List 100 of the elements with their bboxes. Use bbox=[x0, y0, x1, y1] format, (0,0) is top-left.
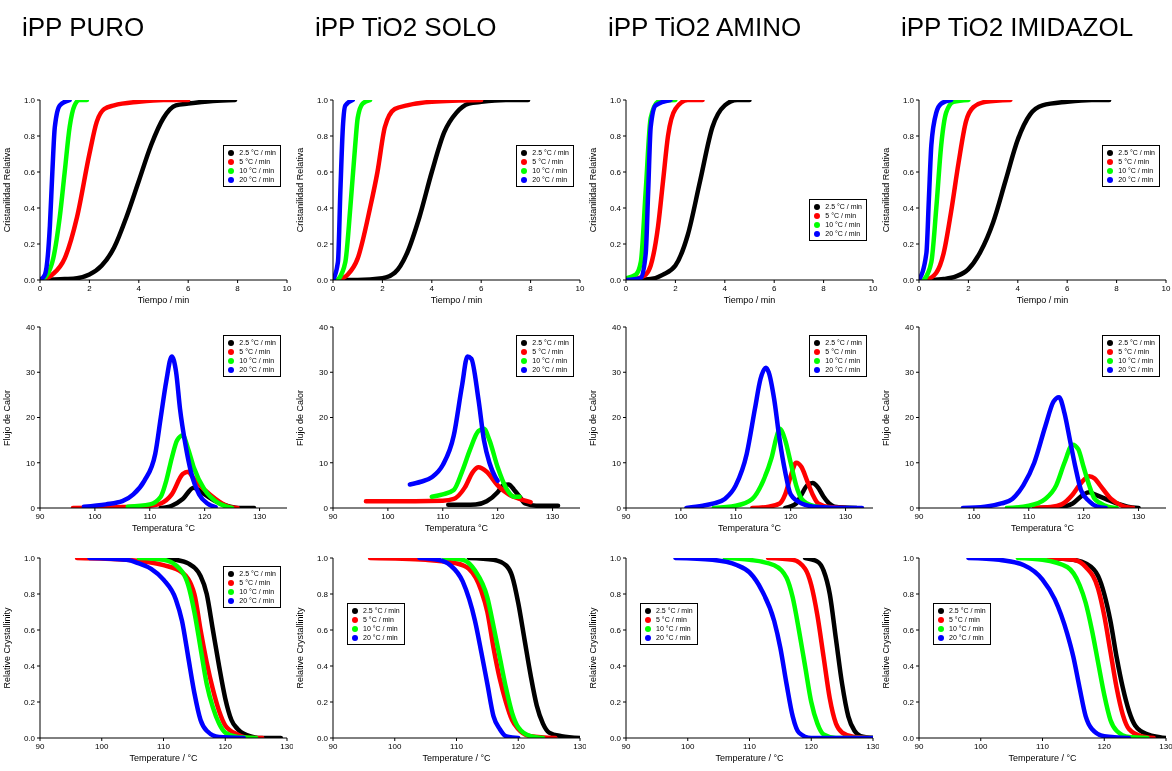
x-tick-label: 120 bbox=[218, 741, 233, 751]
x-tick-label: 8 bbox=[528, 283, 534, 293]
y-tick-label: 0.2 bbox=[316, 697, 329, 707]
x-axis-title: Tiempo / min bbox=[1016, 295, 1069, 305]
x-tick-label: 120 bbox=[1076, 511, 1091, 521]
chart-title: iPP TiO2 IMIDAZOL bbox=[901, 12, 1134, 43]
line-series bbox=[684, 365, 865, 508]
y-tick-label: 0.2 bbox=[23, 239, 36, 249]
y-tick-label: 0.6 bbox=[902, 167, 915, 177]
y-tick-label: 20 bbox=[26, 413, 36, 423]
y-tick-label: 0.0 bbox=[902, 733, 915, 743]
y-tick-label: 1.0 bbox=[316, 553, 329, 563]
y-tick-label: 1.0 bbox=[609, 553, 622, 563]
y-axis-title: Cristanilidad Relativa bbox=[588, 147, 598, 233]
x-tick-label: 8 bbox=[235, 283, 241, 293]
y-tick-label: 40 bbox=[905, 322, 915, 332]
x-axis-title: Temperatura °C bbox=[131, 523, 196, 533]
y-tick-label: 1.0 bbox=[23, 553, 36, 563]
y-tick-label: 0 bbox=[30, 503, 36, 513]
x-tick-label: 0 bbox=[37, 283, 43, 293]
x-tick-label: 130 bbox=[1131, 511, 1146, 521]
x-axis-title: Temperature / °C bbox=[1008, 753, 1077, 763]
y-tick-label: 0.6 bbox=[609, 167, 622, 177]
y-tick-label: 0.8 bbox=[316, 589, 329, 599]
x-tick-label: 110 bbox=[450, 741, 464, 751]
x-tick-label: 100 bbox=[967, 511, 982, 521]
x-tick-label: 10 bbox=[575, 283, 585, 293]
x-tick-label: 130 bbox=[866, 741, 881, 751]
line-series bbox=[441, 558, 546, 738]
x-tick-label: 6 bbox=[1064, 283, 1070, 293]
x-tick-label: 90 bbox=[621, 511, 631, 521]
x-tick-label: 110 bbox=[1022, 511, 1036, 521]
y-tick-label: 0.4 bbox=[316, 661, 329, 671]
y-tick-label: 0.2 bbox=[609, 239, 622, 249]
x-tick-label: 110 bbox=[1036, 741, 1050, 751]
line-series bbox=[81, 354, 218, 508]
line-series bbox=[407, 354, 500, 487]
x-tick-label: 130 bbox=[545, 511, 560, 521]
x-tick-label: 120 bbox=[804, 741, 819, 751]
x-tick-label: 6 bbox=[771, 283, 777, 293]
x-tick-label: 110 bbox=[143, 511, 157, 521]
y-tick-label: 0.0 bbox=[609, 733, 622, 743]
y-tick-label: 0.8 bbox=[902, 589, 915, 599]
x-tick-label: 4 bbox=[429, 283, 435, 293]
x-tick-label: 100 bbox=[388, 741, 402, 751]
x-tick-label: 90 bbox=[621, 741, 631, 751]
y-axis-title: Flujo de Calor bbox=[588, 389, 598, 446]
x-tick-label: 90 bbox=[914, 511, 924, 521]
y-tick-label: 0.6 bbox=[316, 625, 329, 635]
y-tick-label: 0.8 bbox=[609, 131, 622, 141]
y-tick-label: 0.8 bbox=[23, 589, 36, 599]
y-tick-label: 10 bbox=[26, 458, 36, 468]
y-axis-title: Relative Crystallinity bbox=[295, 607, 305, 689]
x-axis-title: Temperature / °C bbox=[715, 753, 784, 763]
x-tick-label: 100 bbox=[381, 511, 396, 521]
line-series bbox=[966, 558, 1132, 738]
line-series bbox=[429, 426, 522, 499]
y-axis-title: Relative Crystallinity bbox=[588, 607, 598, 689]
y-tick-label: 0 bbox=[909, 503, 915, 513]
y-axis-title: Flujo de Calor bbox=[295, 389, 305, 446]
y-tick-label: 0.0 bbox=[316, 275, 329, 285]
x-tick-label: 6 bbox=[185, 283, 191, 293]
x-axis-title: Temperatura °C bbox=[424, 523, 489, 533]
y-axis-title: Cristanilidad Relativa bbox=[881, 147, 891, 233]
y-tick-label: 40 bbox=[26, 322, 36, 332]
line-series bbox=[136, 558, 259, 738]
line-series bbox=[673, 558, 873, 738]
x-tick-label: 110 bbox=[157, 741, 171, 751]
y-tick-label: 0.4 bbox=[23, 203, 36, 213]
y-tick-label: 1.0 bbox=[609, 95, 622, 105]
y-tick-label: 0.6 bbox=[23, 167, 36, 177]
line-series bbox=[1032, 474, 1136, 508]
y-tick-label: 0.8 bbox=[316, 131, 329, 141]
x-axis-title: Temperatura °C bbox=[717, 523, 782, 533]
x-tick-label: 6 bbox=[478, 283, 484, 293]
y-tick-label: 0.2 bbox=[902, 697, 915, 707]
y-tick-label: 10 bbox=[319, 458, 329, 468]
x-tick-label: 120 bbox=[783, 511, 798, 521]
x-tick-label: 10 bbox=[282, 283, 292, 293]
y-tick-label: 1.0 bbox=[902, 95, 915, 105]
x-tick-label: 130 bbox=[252, 511, 267, 521]
y-tick-label: 40 bbox=[612, 322, 622, 332]
y-tick-label: 20 bbox=[319, 413, 329, 423]
x-tick-label: 2 bbox=[966, 283, 972, 293]
y-tick-label: 0 bbox=[616, 503, 622, 513]
y-tick-label: 40 bbox=[319, 322, 329, 332]
y-axis-title: Cristanilidad Relativa bbox=[295, 147, 305, 233]
x-tick-label: 110 bbox=[729, 511, 743, 521]
y-tick-label: 0.8 bbox=[23, 131, 36, 141]
y-tick-label: 30 bbox=[26, 368, 36, 378]
line-series bbox=[125, 433, 235, 508]
x-axis-title: Tiempo / min bbox=[430, 295, 483, 305]
y-tick-label: 0.4 bbox=[316, 203, 329, 213]
line-series bbox=[87, 558, 247, 738]
x-tick-label: 4 bbox=[136, 283, 142, 293]
y-axis-title: Flujo de Calor bbox=[881, 389, 891, 446]
x-tick-label: 100 bbox=[88, 511, 103, 521]
x-tick-label: 0 bbox=[916, 283, 922, 293]
line-series bbox=[1015, 558, 1150, 738]
x-axis-title: Temperature / °C bbox=[129, 753, 198, 763]
